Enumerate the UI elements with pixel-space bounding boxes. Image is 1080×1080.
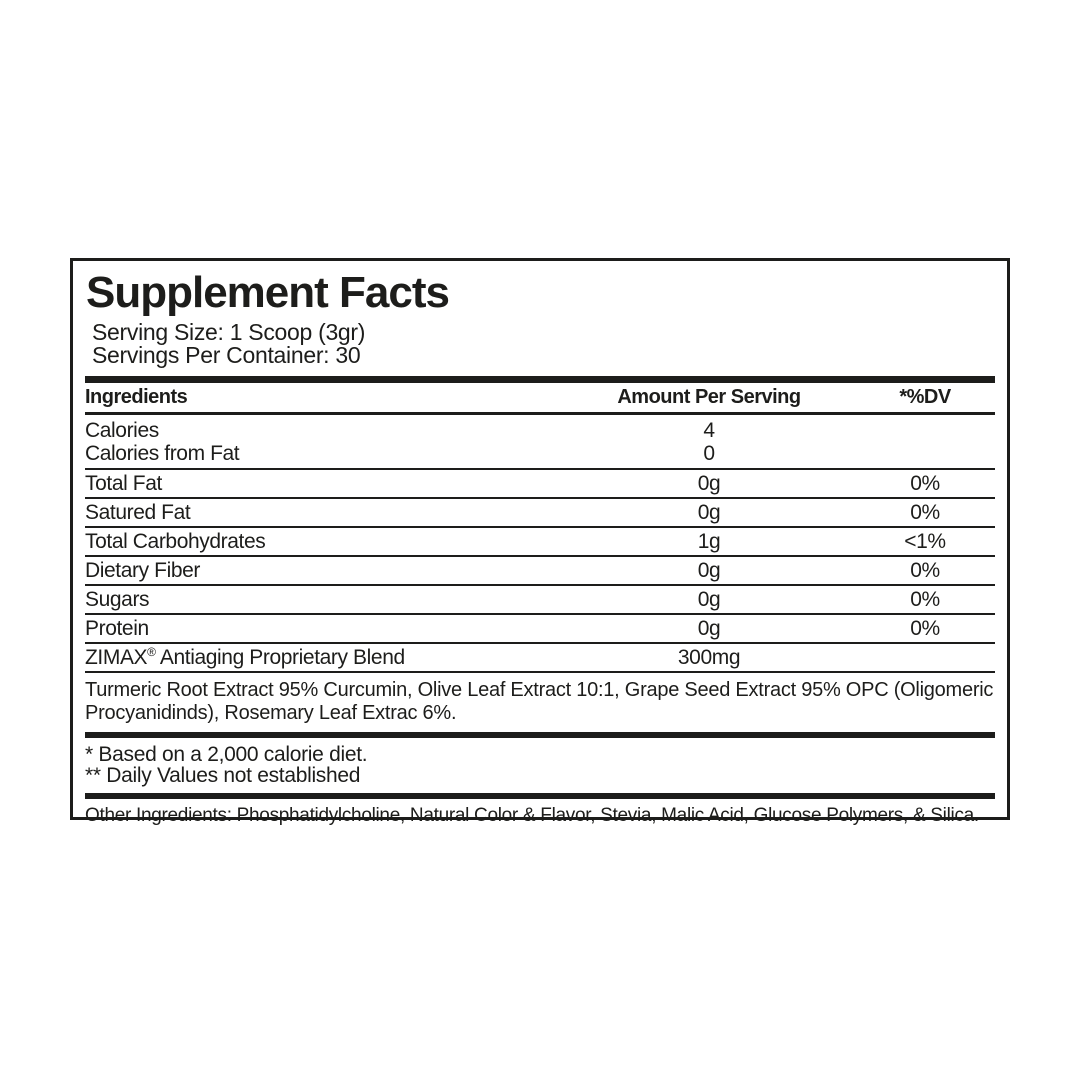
servings-per-container: Servings Per Container: 30 [92,342,361,368]
row-amount: 0g [697,587,721,611]
table-row: Total Carbohydrates 1g <1% [85,528,995,557]
divider-mid-other [85,793,995,799]
serving-size: Serving Size: 1 Scoop (3gr) [92,319,366,345]
row-amount: 0g [697,616,721,640]
divider-mid-footnotes [85,732,995,738]
table-row: Calories from Fat 0 [85,442,995,465]
row-ingredient-name: Total Fat [85,471,162,495]
column-header-ingredients: Ingredients [85,386,188,408]
table-row: Sugars 0g 0% [85,586,995,615]
row-ingredient-name: ZIMAX® Antiaging Proprietary Blend [85,644,405,669]
table-header-row: Ingredients Amount Per Serving *%DV [85,383,995,415]
blend-description: Turmeric Root Extract 95% Curcumin, Oliv… [85,679,994,724]
row-dv: 0% [910,558,940,582]
row-ingredient-name: Total Carbohydrates [85,529,266,553]
footnotes-block: * Based on a 2,000 calorie diet. ** Daily… [85,738,995,793]
row-dv: 0% [910,471,940,495]
registered-trademark-symbol: ® [147,644,156,659]
table-row: Dietary Fiber 0g 0% [85,557,995,586]
row-dv: 0% [910,500,940,524]
row-ingredient-name: Calories from Fat [85,442,240,465]
row-amount: 4 [703,419,715,442]
row-amount: 0g [697,471,721,495]
table-row: Satured Fat 0g 0% [85,499,995,528]
row-dv: 0% [910,616,940,640]
row-ingredient-name: Dietary Fiber [85,558,200,582]
other-ingredients: Other Ingredients: Phosphatidylcholine, … [85,805,979,826]
row-amount: 300mg [677,645,741,669]
table-row: Total Fat 0g 0% [85,470,995,499]
row-dv: <1% [904,529,946,553]
row-dv: 0% [910,587,940,611]
supplement-facts-panel: Supplement Facts Serving Size: 1 Scoop (… [70,258,1010,826]
table-row: ZIMAX® Antiaging Proprietary Blend 300mg [85,644,995,673]
divider-thick-top [85,376,995,383]
row-amount: 0g [697,500,721,524]
calorie-rows-block: Calories 4 Calories from Fat 0 [85,415,995,470]
row-ingredient-name: Calories [85,419,159,442]
table-row: Protein 0g 0% [85,615,995,644]
row-amount: 1g [697,529,721,553]
nutrient-rows-block: Total Fat 0g 0% Satured Fat 0g 0% Total … [85,470,995,673]
footnote-line: * Based on a 2,000 calorie diet. [85,743,368,766]
row-amount: 0g [697,558,721,582]
column-header-amount-per-serving: Amount Per Serving [617,386,801,408]
row-ingredient-name: Sugars [85,587,150,611]
row-amount: 0 [703,442,715,465]
column-header-dv: *%DV [899,386,951,408]
row-ingredient-name: Protein [85,616,149,640]
panel-title: Supplement Facts [86,268,450,317]
table-row: Calories 4 [85,419,995,442]
footnote-line: ** Daily Values not established [85,764,361,787]
row-ingredient-name: Satured Fat [85,500,191,524]
